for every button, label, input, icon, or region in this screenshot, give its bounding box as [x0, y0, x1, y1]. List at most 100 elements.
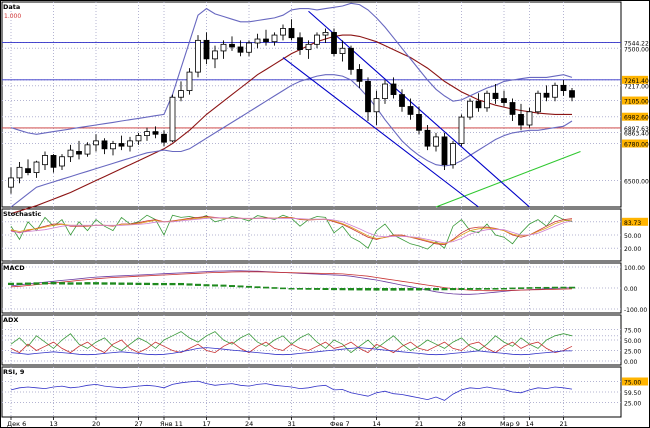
candle-body — [356, 69, 363, 82]
macd-histogram-bar — [229, 285, 235, 288]
macd-histogram-bar — [16, 282, 23, 286]
candle-body — [93, 140, 99, 146]
candle-body — [424, 129, 431, 147]
adx-y-tick-label: 25.00 — [624, 349, 641, 356]
macd-histogram-bar — [424, 288, 431, 291]
macd-histogram-bar — [127, 282, 133, 285]
macd-y-tick-label: 0.00 — [624, 286, 638, 293]
macd-histogram-bar — [50, 281, 57, 285]
price-panel-label: Data — [3, 3, 20, 11]
price-y-tick-label: 6500.00 — [624, 179, 649, 186]
candle-body — [305, 43, 312, 51]
candle-body — [144, 131, 150, 136]
macd-histogram-bar — [365, 288, 371, 291]
x-tick-label: 14 — [373, 420, 381, 428]
price-corner-value: 1.000 — [4, 13, 21, 20]
stochastic-y-tick-label: 20.00 — [624, 246, 641, 253]
macd-y-tick-label: -100.00 — [624, 307, 647, 314]
macd-histogram-bar — [373, 288, 380, 291]
macd-histogram-bar — [220, 284, 227, 287]
macd-histogram-bar — [237, 285, 244, 288]
adx-y-tick-label: 0.00 — [624, 359, 638, 366]
rsi-y-tick-label: 25.00 — [624, 401, 641, 408]
candle-body — [280, 28, 286, 36]
macd-histogram-bar — [135, 282, 142, 286]
candle-body — [195, 39, 201, 73]
macd-histogram-bar — [501, 288, 507, 290]
stochastic-panel-label: Stochastic — [3, 210, 41, 218]
x-tick-label: Фев 7 — [330, 420, 350, 428]
macd-histogram-bar — [535, 286, 541, 289]
macd-histogram-bar — [297, 288, 303, 290]
stochastic-tick-highlight — [622, 217, 648, 226]
candle-body — [271, 34, 278, 43]
candle-body — [237, 46, 244, 53]
candle-body — [152, 131, 159, 135]
price-y-tick-label: 7217.00 — [624, 84, 649, 91]
candle-body — [135, 135, 142, 142]
macd-histogram-bar — [475, 288, 482, 290]
macd-histogram-bar — [484, 288, 490, 290]
rsi-y-tick-label: 75.00 — [624, 380, 641, 387]
adx-panel-label: ADX — [3, 316, 18, 324]
price-series-band_upper — [10, 2, 573, 135]
macd-histogram-bar — [450, 288, 456, 291]
macd-histogram-bar — [118, 282, 125, 285]
candle-body — [246, 42, 252, 53]
candle-body — [297, 37, 303, 51]
macd-histogram-bar — [254, 286, 261, 289]
candle-body — [331, 32, 337, 54]
candle-body — [399, 94, 405, 107]
candle-body — [560, 84, 567, 92]
candle-body — [433, 136, 439, 147]
candle-body — [118, 143, 125, 147]
price-y-tick-label: 6897.63 — [624, 126, 649, 133]
macd-histogram-bar — [433, 288, 439, 291]
macd-histogram-bar — [42, 282, 48, 285]
price-series-trend_green — [435, 150, 581, 208]
candle-body — [390, 83, 397, 95]
candle-body — [263, 38, 269, 43]
adx-series-blue — [10, 347, 572, 356]
adx-series-red — [10, 339, 573, 354]
candle-body — [84, 144, 91, 155]
macd-histogram-bar — [518, 287, 524, 289]
candle-body — [67, 149, 74, 158]
candle-body — [127, 140, 133, 147]
macd-histogram-bar — [305, 288, 312, 290]
macd-histogram-bar — [280, 287, 286, 290]
macd-series-signal_line — [10, 271, 573, 292]
macd-histogram-bar — [339, 288, 346, 291]
macd-panel-label: MACD — [3, 264, 25, 272]
x-tick-label: 21 — [560, 420, 568, 428]
x-tick-label: Дек 6 — [7, 420, 26, 428]
candle-body — [8, 177, 14, 188]
macd-histogram-bar — [152, 282, 159, 286]
candle-body — [569, 90, 575, 98]
macd-histogram-bar — [67, 282, 74, 285]
macd-histogram-bar — [33, 282, 40, 285]
candle-body — [203, 39, 210, 60]
macd-histogram-bar — [212, 284, 218, 287]
macd-histogram-bar — [560, 286, 567, 289]
candle-body — [382, 83, 388, 99]
macd-histogram-bar — [8, 282, 14, 286]
macd-histogram-bar — [76, 282, 82, 285]
candle-body — [25, 168, 31, 174]
price-tick-highlight — [622, 112, 648, 121]
macd-histogram-bar — [271, 287, 278, 289]
macd-histogram-bar — [331, 288, 337, 291]
adx-y-tick-label: 50.00 — [624, 338, 641, 345]
candle-body — [475, 100, 482, 109]
candle-body — [101, 140, 108, 150]
macd-histogram-bar — [382, 288, 388, 291]
macd-histogram-bar — [25, 282, 31, 285]
macd-histogram-bar — [407, 288, 414, 291]
candle-body — [467, 100, 473, 118]
macd-histogram-bar — [416, 288, 422, 291]
macd-histogram-bar — [441, 288, 448, 291]
price-y-tick-label: 6780.00 — [624, 142, 649, 149]
macd-histogram-bar — [399, 288, 405, 291]
candle-body — [178, 90, 184, 98]
